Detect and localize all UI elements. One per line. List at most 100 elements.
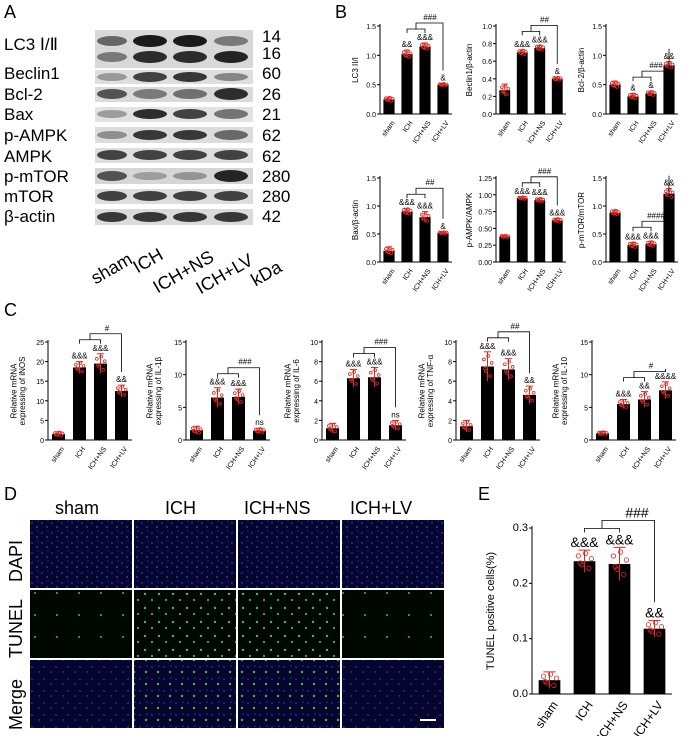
- bracket-label: ##: [426, 178, 435, 187]
- data-point: [538, 196, 543, 201]
- y-axis-label-line: expressing of IL-1β: [154, 357, 163, 426]
- bar-sham: [595, 433, 610, 440]
- y-tick-label: 1.0: [366, 204, 376, 211]
- data-point: [658, 624, 665, 630]
- data-point: [547, 671, 554, 677]
- significance-mark: &&&: [479, 342, 496, 351]
- chart-C5-plot: 0 5 10 15 Relative mRNAexpressing of IL-10 &&…: [551, 340, 677, 471]
- data-point: [81, 364, 86, 368]
- chart-B5-plot: 0.000.250.500.751.001.25p-AMPK/AMPK&&& &&…: [465, 167, 566, 293]
- bar-ICH+NS: [534, 48, 546, 114]
- data-point: [613, 208, 618, 213]
- data-point: [387, 246, 392, 250]
- data-point: [610, 209, 614, 214]
- x-tick-label: ICH+NS: [638, 268, 659, 293]
- data-point: [384, 249, 389, 254]
- x-tick-label: sham: [189, 446, 205, 464]
- data-point: [667, 386, 672, 391]
- wb-kda-bax: 21: [262, 105, 281, 124]
- chart-p-mtor: 0.00.51.01.5p-mTOR/mTOR &&& &&&&&####sham I…: [577, 175, 678, 293]
- x-tick-label: sham: [533, 699, 561, 731]
- y-tick-label: 10: [36, 399, 44, 406]
- data-point: [506, 234, 511, 238]
- x-tick-label: ICH+LV: [654, 446, 674, 470]
- data-point: [503, 84, 508, 88]
- wb-label-lc3: LC3 Ⅰ/Ⅱ: [4, 35, 59, 54]
- data-point: [260, 430, 264, 435]
- x-tick-label: ICH+LV: [631, 699, 666, 736]
- x-tick-label: ICH: [517, 120, 530, 134]
- bar-ICH: [401, 54, 413, 114]
- comparison-bracket: [632, 48, 670, 82]
- y-tick-label: 0.0: [482, 112, 492, 119]
- data-point: [507, 359, 511, 364]
- bar-sham: [189, 430, 204, 440]
- bar-ICH+NS: [637, 399, 652, 440]
- wb-label-beta-actin: β-actin: [4, 207, 56, 226]
- micro-tiles: [30, 520, 444, 728]
- y-tick-label: 1.0: [482, 24, 492, 31]
- x-tick-label: ICH+LV: [431, 120, 451, 144]
- data-point: [616, 82, 621, 86]
- x-tick-label: ICH+LV: [545, 120, 565, 144]
- data-point: [628, 95, 633, 99]
- data-point: [373, 368, 377, 373]
- data-point: [528, 386, 532, 391]
- significance-mark: &&&: [417, 33, 434, 42]
- data-point: [666, 393, 670, 398]
- y-tick-label: 0.0: [366, 260, 376, 267]
- data-point: [101, 368, 105, 372]
- data-point: [327, 424, 331, 428]
- data-point: [541, 45, 546, 50]
- data-point: [462, 425, 466, 430]
- y-tick-label: 1.25: [478, 176, 492, 183]
- x-tick-label: sham: [497, 120, 513, 138]
- significance-mark: &&: [524, 376, 535, 385]
- data-point: [123, 387, 128, 392]
- comparison-bracket: [584, 519, 655, 603]
- significance-mark: &&&: [366, 357, 383, 366]
- bracket-right: [641, 48, 670, 78]
- bar-ICH+LV: [252, 430, 267, 440]
- x-tick-label: ICH+NS: [594, 699, 631, 736]
- y-tick-label: 20: [36, 360, 44, 367]
- x-tick-label: ICH+NS: [527, 120, 548, 145]
- panel-letter-e: E: [478, 484, 491, 504]
- bracket-left: [79, 339, 101, 344]
- y-tick-label: 4: [448, 399, 452, 406]
- data-point: [408, 51, 413, 55]
- x-tick-label: ICH: [628, 268, 641, 282]
- x-tick-label: ICH+NS: [638, 120, 659, 145]
- data-point: [604, 431, 609, 435]
- y-axis-label: Beclin1/β-actin: [465, 44, 474, 97]
- data-point: [577, 560, 583, 566]
- significance-mark: &&&: [625, 232, 642, 241]
- y-tick-label: 1.0: [592, 53, 602, 60]
- data-point: [394, 419, 398, 424]
- significance-mark: &&&: [230, 379, 247, 388]
- bar-ICH+LV: [437, 84, 449, 114]
- data-point: [610, 211, 615, 215]
- bar-ICH: [627, 96, 639, 114]
- data-point: [370, 377, 374, 381]
- data-point: [331, 422, 335, 427]
- data-point: [646, 240, 650, 245]
- significance-mark: ns: [255, 418, 263, 427]
- data-point: [618, 400, 622, 404]
- bar-ICH+NS: [608, 563, 631, 694]
- micro-col-sham: sham: [55, 498, 100, 518]
- significance-mark: &&: [645, 604, 664, 620]
- y-axis-label-line: Relative mRNA: [145, 363, 154, 418]
- data-point: [333, 429, 337, 434]
- y-tick-label: 0.5: [366, 232, 376, 239]
- y-tick-label: 0.25: [478, 243, 492, 250]
- data-point: [575, 553, 582, 559]
- x-tick-label: ICH: [517, 268, 530, 282]
- x-tick-label: ICH+LV: [110, 446, 130, 470]
- data-point: [598, 431, 602, 436]
- wb-kda-lc3-2: 16: [262, 44, 281, 63]
- wb-bands: [95, 30, 253, 225]
